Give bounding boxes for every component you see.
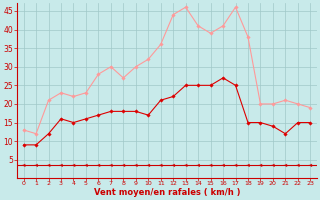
X-axis label: Vent moyen/en rafales ( km/h ): Vent moyen/en rafales ( km/h ) [94,188,240,197]
